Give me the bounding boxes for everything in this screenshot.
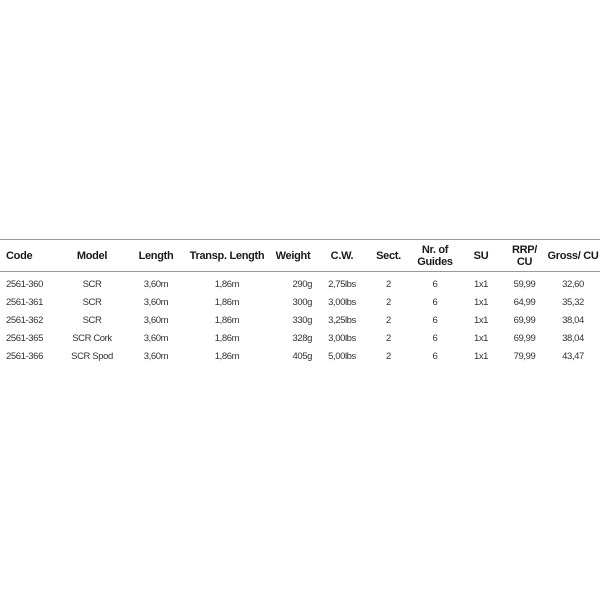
table-row: 2561-366 SCR Spod 3,60m 1,86m 405g 5,00lbs 2 6 1…: [0, 347, 600, 365]
cell-rrp-cu: 69,99: [513, 314, 536, 326]
cell-su: 1x1: [473, 332, 489, 344]
cell-length: 3,60m: [143, 278, 169, 290]
cell-weight: 300g: [292, 296, 312, 308]
cell-weight: 330g: [292, 314, 312, 326]
cell-transp-length: 1,86m: [214, 332, 240, 344]
cell-length: 3,60m: [143, 350, 169, 362]
cell-cw: 3,25lbs: [328, 314, 356, 326]
cell-su: 1x1: [473, 296, 489, 308]
cell-cw: 3,00lbs: [328, 332, 356, 344]
header-gross-cu: Gross/ CU: [547, 249, 599, 262]
cell-sect: 2: [386, 314, 391, 326]
cell-rrp-cu: 69,99: [513, 332, 536, 344]
cell-gross-cu: 38,04: [562, 332, 584, 344]
cell-length: 3,60m: [143, 332, 169, 344]
table-body: 2561-360 SCR 3,60m 1,86m 290g 2,75lbs 2 6 1x1 59,…: [0, 272, 600, 366]
cell-gross-cu: 38,04: [562, 314, 584, 326]
cell-model: SCR Cork: [72, 332, 112, 344]
header-sect: Sect.: [376, 249, 401, 262]
cell-su: 1x1: [473, 350, 489, 362]
cell-sect: 2: [386, 296, 391, 308]
header-row: Code Model Length Transp. Length Weight C.W. S…: [0, 239, 600, 272]
cell-length: 3,60m: [143, 296, 169, 308]
cell-sect: 2: [386, 332, 391, 344]
cell-transp-length: 1,86m: [214, 296, 240, 308]
cell-length: 3,60m: [143, 314, 169, 326]
cell-model: SCR Spod: [71, 350, 113, 362]
cell-code: 2561-366: [6, 350, 43, 362]
cell-su: 1x1: [473, 278, 489, 290]
header-code: Code: [6, 249, 33, 262]
cell-code: 2561-362: [6, 314, 43, 326]
cell-guides: 6: [432, 314, 438, 326]
cell-su: 1x1: [473, 314, 489, 326]
header-cw: C.W.: [330, 249, 354, 262]
cell-guides: 6: [432, 278, 438, 290]
cell-sect: 2: [386, 278, 391, 290]
cell-guides: 6: [432, 350, 438, 362]
cell-transp-length: 1,86m: [214, 314, 240, 326]
cell-cw: 3,00lbs: [328, 296, 356, 308]
product-spec-table-container: Code Model Length Transp. Length Weight C.W. S…: [0, 239, 600, 365]
cell-weight: 290g: [292, 278, 312, 290]
cell-rrp-cu: 79,99: [513, 350, 536, 362]
cell-transp-length: 1,86m: [214, 350, 240, 362]
cell-gross-cu: 35,32: [562, 296, 584, 308]
cell-guides: 6: [432, 332, 438, 344]
table-row: 2561-362 SCR 3,60m 1,86m 330g 3,25lbs 2 6 1x1 69,…: [0, 311, 600, 329]
header-length: Length: [138, 249, 174, 262]
cell-rrp-cu: 59,99: [513, 278, 536, 290]
cell-rrp-cu: 64,99: [513, 296, 536, 308]
cell-model: SCR: [82, 296, 102, 308]
cell-cw: 2,75lbs: [328, 278, 356, 290]
cell-model: SCR: [82, 278, 102, 290]
cell-code: 2561-361: [6, 296, 43, 308]
cell-gross-cu: 43,47: [562, 350, 584, 362]
cell-code: 2561-365: [6, 332, 43, 344]
table-row: 2561-360 SCR 3,60m 1,86m 290g 2,75lbs 2 6 1x1 59,…: [0, 272, 600, 294]
cell-weight: 328g: [292, 332, 312, 344]
cell-code: 2561-360: [6, 278, 43, 290]
header-guides: Nr. of Guides: [417, 243, 453, 268]
cell-weight: 405g: [292, 350, 312, 362]
cell-cw: 5,00lbs: [328, 350, 356, 362]
cell-sect: 2: [386, 350, 391, 362]
header-su: SU: [473, 249, 489, 262]
header-model: Model: [76, 249, 108, 262]
table-row: 2561-365 SCR Cork 3,60m 1,86m 328g 3,00lbs 2 6 1…: [0, 329, 600, 347]
cell-guides: 6: [432, 296, 438, 308]
product-spec-table: Code Model Length Transp. Length Weight C.W. S…: [0, 239, 600, 365]
header-weight: Weight: [275, 249, 311, 262]
cell-model: SCR: [82, 314, 102, 326]
cell-gross-cu: 32,60: [562, 278, 584, 290]
header-transp-length: Transp. Length: [189, 249, 265, 262]
header-rrp-cu: RRP/ CU: [511, 243, 538, 268]
cell-transp-length: 1,86m: [214, 278, 240, 290]
table-row: 2561-361 SCR 3,60m 1,86m 300g 3,00lbs 2 6 1x1 64,…: [0, 293, 600, 311]
